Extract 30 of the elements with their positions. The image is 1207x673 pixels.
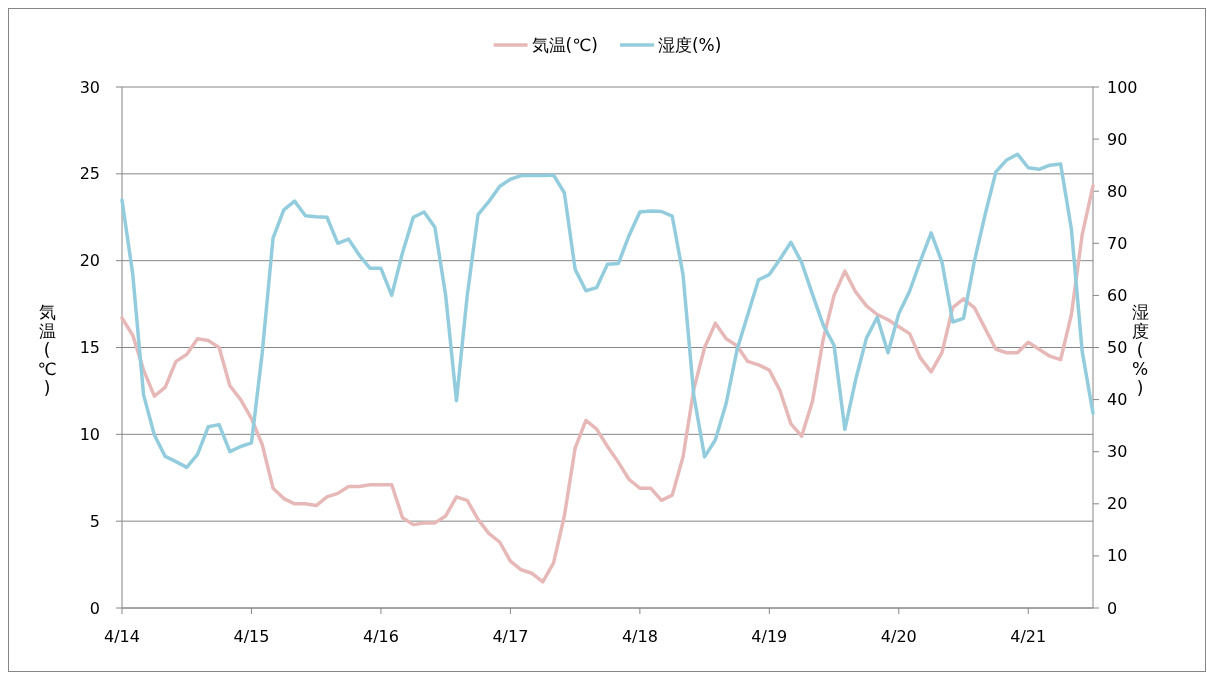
- x-tick-label: 4/14: [104, 626, 140, 646]
- x-tick-label: 4/21: [1010, 626, 1047, 646]
- x-tick-label: 4/17: [492, 626, 529, 646]
- y-tick-label: 25: [79, 164, 100, 184]
- x-tick-label: 4/15: [233, 626, 270, 646]
- y2-tick-label: 40: [1107, 390, 1128, 410]
- y2-tick-label: 10: [1107, 546, 1128, 566]
- y2-tick-label: 30: [1107, 442, 1128, 462]
- y-tick-label: 15: [79, 338, 100, 357]
- y2-tick-label: 0: [1107, 598, 1118, 618]
- legend-label: 気温(℃): [531, 35, 598, 55]
- y2-tick-label: 90: [1107, 129, 1128, 149]
- y-axis-title: 気温(℃): [37, 302, 57, 398]
- y-tick-label: 10: [79, 424, 100, 444]
- y-tick-label: 0: [89, 598, 100, 618]
- y-tick-label: 30: [79, 77, 100, 97]
- y2-tick-label: 80: [1107, 181, 1128, 201]
- y-tick-label: 20: [79, 251, 100, 271]
- y2-tick-label: 70: [1107, 233, 1128, 253]
- x-tick-label: 4/18: [621, 626, 658, 646]
- x-tick-label: 4/19: [751, 626, 788, 646]
- y-tick-label: 5: [89, 511, 100, 531]
- y2-tick-label: 50: [1107, 338, 1128, 357]
- y2-tick-label: 20: [1107, 494, 1128, 514]
- y2-tick-label: 60: [1107, 285, 1128, 305]
- x-tick-label: 4/20: [880, 626, 917, 646]
- y2-tick-label: 100: [1107, 77, 1138, 97]
- legend-label: 湿度(%): [657, 35, 722, 55]
- x-tick-label: 4/16: [362, 626, 399, 646]
- y2-axis-title: 湿度(%): [1131, 302, 1149, 398]
